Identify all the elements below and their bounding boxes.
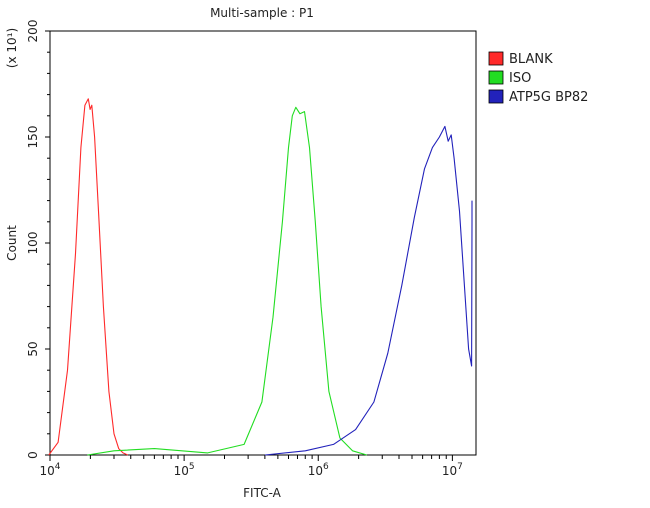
series-group [48,98,473,456]
y-tick-label: 0 [26,451,40,459]
legend-swatch [488,89,504,104]
y-axis: 0 50 100 150 200 [26,20,50,459]
x-tick-label: 107 [442,462,463,478]
x-tick-label: 105 [174,462,195,478]
legend: BLANK ISO ATP5G BP82 [488,51,588,105]
x-tick-label: 104 [39,462,60,478]
chart-title: Multi-sample : P1 [210,6,314,20]
y-tick-label: 200 [26,20,40,43]
series-line-blank [48,98,129,456]
legend-swatch [488,70,504,85]
legend-label: ATP5G BP82 [509,90,588,105]
series-line-atp5g-bp82 [264,125,473,456]
x-axis: 104 105 106 107 [39,455,463,478]
legend-label: BLANK [509,52,553,67]
y-multiplier-label: (x 10¹) [5,28,19,68]
x-axis-title: FITC-A [243,486,282,500]
series-line-iso [87,106,367,456]
x-tick-label: 106 [308,462,329,478]
y-tick-label: 50 [26,341,40,356]
y-axis-title: Count [5,225,19,261]
y-tick-label: 100 [26,232,40,255]
legend-label: ISO [509,71,531,86]
y-tick-label: 150 [26,126,40,149]
legend-swatch [488,51,504,66]
